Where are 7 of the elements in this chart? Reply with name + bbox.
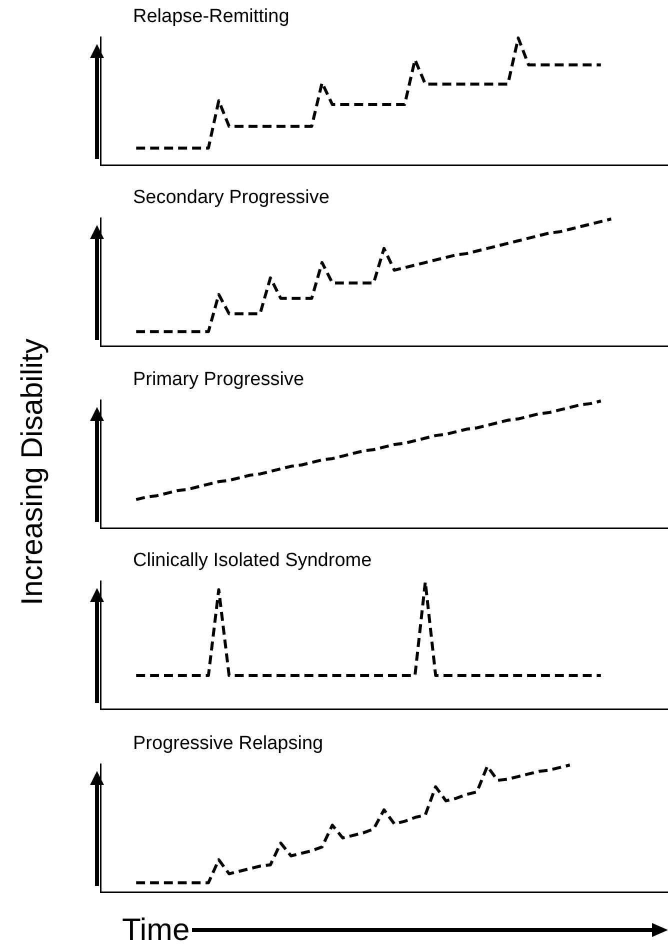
chart-title: Progressive Relapsing (133, 733, 324, 755)
chart-title: Clinically Isolated Syndrome (133, 550, 372, 572)
chart-title: Relapse-Remitting (133, 6, 290, 28)
chart-title: Secondary Progressive (133, 187, 330, 209)
y-axis-title: Increasing Disability (16, 338, 50, 608)
chart-title: Primary Progressive (133, 369, 304, 391)
x-axis-title: Time (122, 912, 190, 948)
